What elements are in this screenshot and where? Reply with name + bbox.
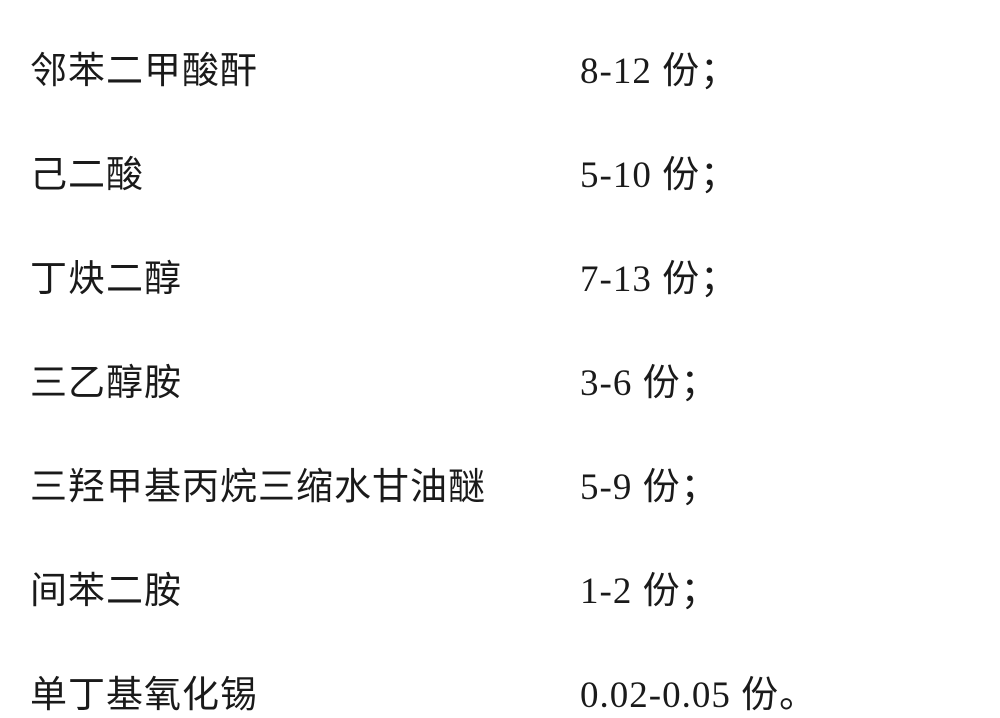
ingredient-amount: 8-12 份； bbox=[580, 40, 738, 94]
ingredient-amount: 5-10 份； bbox=[580, 144, 738, 198]
ingredient-amount: 3-6 份； bbox=[580, 352, 719, 406]
ingredient-name: 单丁基氧化锡 bbox=[30, 664, 580, 718]
table-row: 三羟甲基丙烷三缩水甘油醚 5-9 份； bbox=[30, 456, 970, 510]
ingredient-amount: 1-2 份； bbox=[580, 560, 719, 614]
table-row: 间苯二胺 1-2 份； bbox=[30, 560, 970, 614]
table-row: 己二酸 5-10 份； bbox=[30, 144, 970, 198]
table-row: 丁炔二醇 7-13 份； bbox=[30, 248, 970, 302]
ingredient-name: 己二酸 bbox=[30, 144, 580, 198]
table-row: 三乙醇胺 3-6 份； bbox=[30, 352, 970, 406]
ingredient-name: 间苯二胺 bbox=[30, 560, 580, 614]
ingredient-name: 三羟甲基丙烷三缩水甘油醚 bbox=[30, 456, 580, 510]
ingredient-name: 丁炔二醇 bbox=[30, 248, 580, 302]
ingredient-name: 三乙醇胺 bbox=[30, 352, 580, 406]
ingredient-list: 邻苯二甲酸酐 8-12 份； 己二酸 5-10 份； 丁炔二醇 7-13 份； … bbox=[30, 40, 970, 718]
table-row: 单丁基氧化锡 0.02-0.05 份。 bbox=[30, 664, 970, 718]
ingredient-amount: 0.02-0.05 份。 bbox=[580, 664, 817, 718]
ingredient-amount: 7-13 份； bbox=[580, 248, 738, 302]
ingredient-amount: 5-9 份； bbox=[580, 456, 719, 510]
table-row: 邻苯二甲酸酐 8-12 份； bbox=[30, 40, 970, 94]
ingredient-name: 邻苯二甲酸酐 bbox=[30, 40, 580, 94]
